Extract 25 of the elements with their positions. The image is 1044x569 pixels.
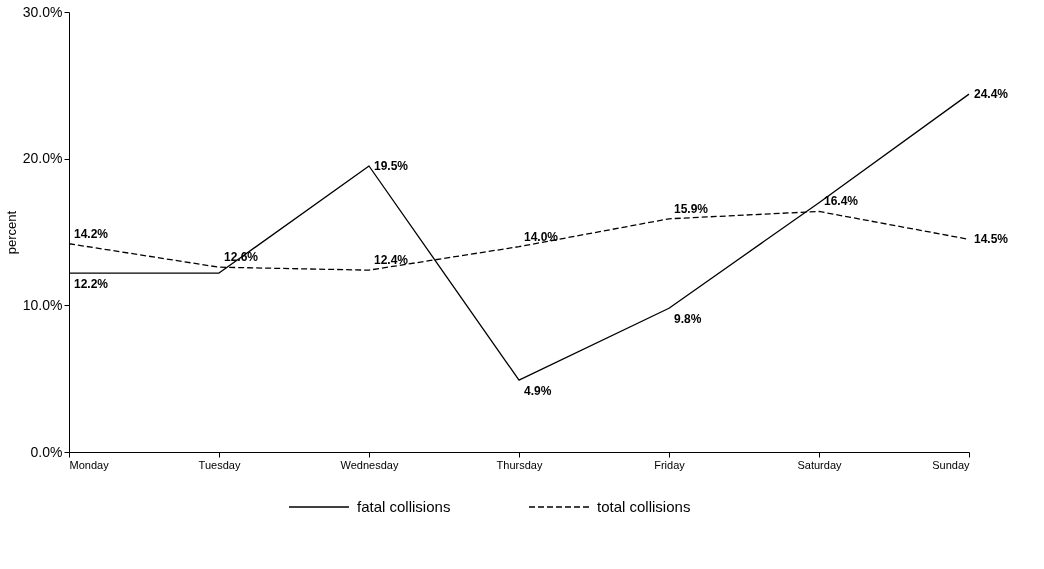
- data-label: 14.0%: [524, 229, 559, 244]
- x-tick-label: Wednesday: [340, 458, 399, 471]
- y-tick-label: 0.0%: [30, 443, 63, 460]
- data-label: 4.9%: [524, 384, 552, 399]
- data-label: 19.5%: [374, 159, 409, 173]
- data-label: 12.4%: [374, 253, 409, 268]
- y-tick-label: 10.0%: [22, 296, 63, 313]
- data-label: 14.5%: [974, 232, 1009, 247]
- data-label: 9.8%: [674, 312, 702, 327]
- y-tick-label: 20.0%: [22, 150, 63, 167]
- legend-label: fatal collisions: [357, 498, 451, 515]
- data-label: 15.9%: [674, 201, 709, 216]
- data-label: 24.4%: [974, 87, 1009, 102]
- x-tick-label: Thursday: [496, 458, 543, 471]
- x-tick-label: Monday: [69, 458, 110, 471]
- legend-label: total collisions: [597, 498, 691, 515]
- data-label: 12.2%: [74, 277, 109, 292]
- x-tick-label: Sunday: [932, 458, 970, 471]
- data-label: 16.4%: [824, 194, 859, 209]
- y-axis-title: percent: [3, 210, 19, 255]
- y-tick-label: 30.0%: [22, 3, 63, 20]
- data-label: 14.2%: [74, 226, 109, 241]
- x-tick-label: Saturday: [797, 458, 843, 471]
- x-tick-label: Friday: [654, 458, 686, 471]
- x-tick-label: Tuesday: [198, 458, 241, 471]
